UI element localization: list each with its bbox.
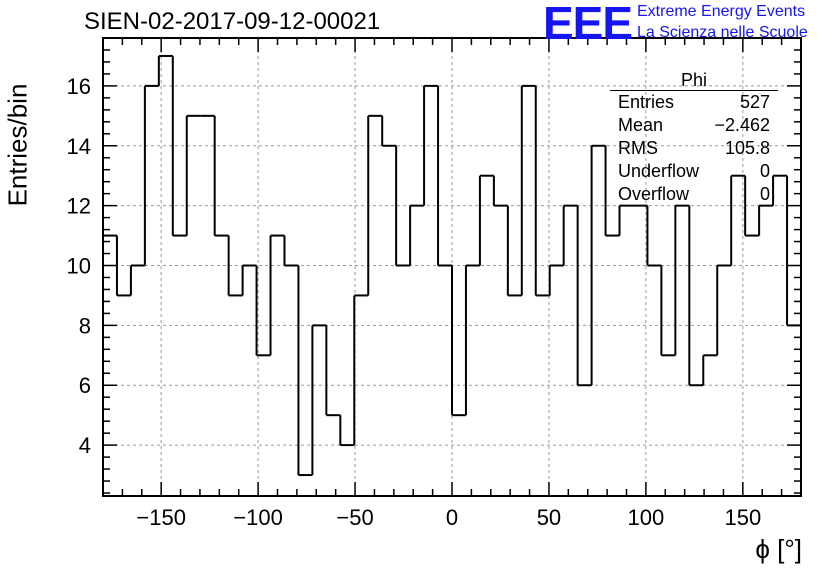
y-axis-label-wrap: Entries/bin — [6, 110, 30, 180]
stats-box: Phi Entries 527 Mean −2.462 RMS 105.8 Un… — [610, 70, 778, 206]
stats-value: −2.462 — [714, 114, 770, 137]
chart-title: SIEN-02-2017-09-12-00021 — [84, 8, 380, 36]
y-tick-label: 10 — [67, 254, 91, 279]
stats-title: Phi — [610, 70, 778, 91]
stats-row-entries: Entries 527 — [610, 91, 778, 114]
x-tick-label: 100 — [628, 505, 665, 530]
logo-line-1: Extreme Energy Events — [637, 3, 805, 21]
y-axis-label: Entries/bin — [3, 84, 34, 207]
stats-row-mean: Mean −2.462 — [610, 114, 778, 137]
stats-key: RMS — [618, 137, 658, 160]
x-tick-label: 0 — [446, 505, 458, 530]
y-tick-label: 12 — [67, 194, 91, 219]
stats-value: 527 — [740, 91, 770, 114]
stats-key: Underflow — [618, 160, 699, 183]
logo-line-2: La Scienza nelle Scuole — [637, 24, 808, 42]
stats-key: Overflow — [618, 183, 689, 206]
x-tick-label: 50 — [537, 505, 561, 530]
stats-value: 105.8 — [725, 137, 770, 160]
stats-row-rms: RMS 105.8 — [610, 137, 778, 160]
stats-key: Entries — [618, 91, 674, 114]
stats-key: Mean — [618, 114, 663, 137]
stats-row-overflow: Overflow 0 — [610, 183, 778, 206]
x-tick-label: −100 — [233, 505, 283, 530]
stats-value: 0 — [760, 160, 770, 183]
x-axis-label: ϕ [°] — [755, 534, 802, 565]
eee-logo: EEE — [543, 0, 632, 46]
stats-row-underflow: Underflow 0 — [610, 160, 778, 183]
y-tick-label: 14 — [67, 134, 91, 159]
y-tick-label: 16 — [67, 74, 91, 99]
x-tick-label: −50 — [336, 505, 373, 530]
x-tick-label: 150 — [724, 505, 761, 530]
y-tick-label: 8 — [79, 313, 91, 338]
x-tick-label: −150 — [136, 505, 186, 530]
y-tick-label: 6 — [79, 373, 91, 398]
stats-value: 0 — [760, 183, 770, 206]
y-tick-label: 4 — [79, 433, 91, 458]
